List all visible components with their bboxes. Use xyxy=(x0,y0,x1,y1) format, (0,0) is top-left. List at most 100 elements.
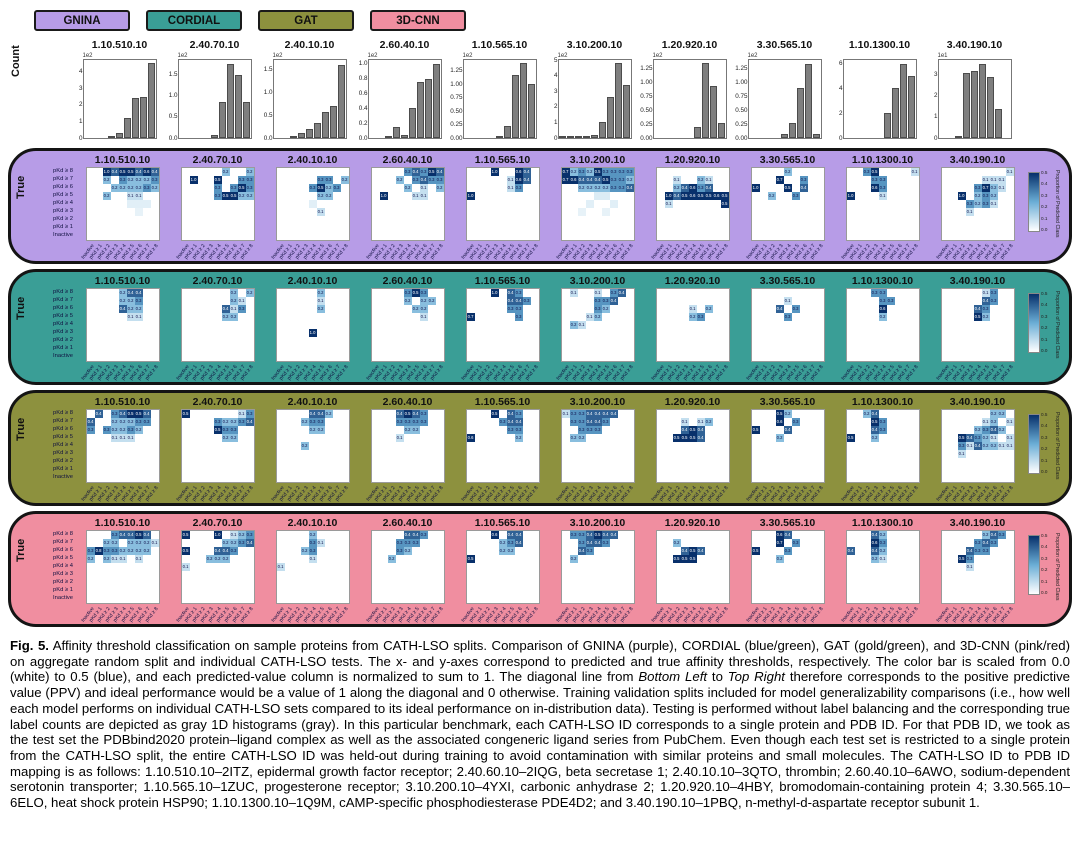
heatmap-cell xyxy=(523,474,531,482)
heatmap-cell xyxy=(372,168,380,176)
heatmap-cell xyxy=(230,224,238,232)
heatmap-cell xyxy=(657,426,665,434)
heatmap-cell xyxy=(285,426,293,434)
histogram-bar xyxy=(218,102,226,138)
heatmap-cell xyxy=(143,297,151,305)
heatmap-cell xyxy=(317,595,325,603)
heatmap-cell xyxy=(198,208,206,216)
heatmap-cell xyxy=(618,224,626,232)
heatmap-cell: 0.3 xyxy=(989,289,998,297)
heatmap-cell xyxy=(198,442,206,450)
histogram-bars xyxy=(274,60,346,138)
histogram-bar xyxy=(242,102,250,138)
heatmap-cell xyxy=(665,216,673,224)
heatmap-cell xyxy=(475,216,483,224)
heatmap-cell: 0.2 xyxy=(324,184,333,192)
heatmap-cell xyxy=(491,547,499,555)
heatmap-cell xyxy=(293,450,301,458)
heatmap-cell xyxy=(863,571,871,579)
heatmap-cell xyxy=(847,466,855,474)
heatmap-cell xyxy=(475,571,483,579)
heatmap-cell xyxy=(752,168,760,176)
heatmap-cell xyxy=(127,587,135,595)
heatmap-cell: 0.3 xyxy=(110,547,119,555)
heatmap-cell: 0.3 xyxy=(506,426,515,434)
heatmap-cell xyxy=(301,208,309,216)
heatmap-cell: 0.1 xyxy=(419,313,428,321)
heatmap-cell xyxy=(760,539,768,547)
heatmap-cell xyxy=(657,200,665,208)
heatmap-cell: 0.7 xyxy=(775,539,784,547)
heatmap-cell: 0.2 xyxy=(696,176,705,184)
heatmap-cell xyxy=(863,216,871,224)
heatmap-x-labels: Inactive pKd ≥ 1 pKd ≥ 2 pKd ≥ 3 pKd ≥ 4 pKd … xyxy=(745,242,825,267)
heatmap-cell xyxy=(238,555,246,563)
heatmap-cell xyxy=(792,289,800,297)
heatmap-cell xyxy=(665,224,673,232)
heatmap-cell xyxy=(301,466,309,474)
heatmap-cell xyxy=(895,321,903,329)
heatmap-cell: 1.0 xyxy=(751,184,760,192)
heatmap-cell xyxy=(325,579,333,587)
heatmap-cell xyxy=(982,232,990,240)
heatmap-cell xyxy=(721,426,729,434)
heatmap-cell xyxy=(475,184,483,192)
heatmap-cell xyxy=(475,353,483,361)
heatmap-cell xyxy=(135,434,143,442)
heatmap-cell xyxy=(467,531,475,539)
heatmap-cell xyxy=(333,426,341,434)
heatmap-cell xyxy=(879,458,887,466)
histogram-bar xyxy=(115,133,123,138)
histogram-bar xyxy=(614,63,622,138)
heatmap-panel: 3.40.190.10 0.1 0.1 0.1 0.1 0.3 0.7 0.2 0.1 1.0 0.… xyxy=(930,154,1025,267)
heatmap-cell xyxy=(317,442,325,450)
heatmap-cell xyxy=(942,200,950,208)
heatmap-cell xyxy=(111,353,119,361)
heatmap-cell xyxy=(895,176,903,184)
heatmap-cell xyxy=(214,200,222,208)
heatmap-cell: 0.4 xyxy=(142,410,151,418)
heatmap-cell xyxy=(499,410,507,418)
heatmap-cell xyxy=(467,176,475,184)
heatmap-cell xyxy=(246,216,254,224)
heatmap-cell xyxy=(863,563,871,571)
heatmap-cell xyxy=(578,297,586,305)
heatmap-cell: 0.2 xyxy=(110,426,119,434)
heatmap-cell xyxy=(562,297,570,305)
heatmap-cell xyxy=(808,539,816,547)
heatmap-cell xyxy=(665,345,673,353)
heatmap-cell xyxy=(325,458,333,466)
histogram-bar xyxy=(796,87,804,138)
heatmap-cell xyxy=(911,579,919,587)
histogram-bar xyxy=(321,111,329,138)
heatmap-cell xyxy=(206,458,214,466)
heatmap-cell xyxy=(855,450,863,458)
heatmap-cell xyxy=(665,168,673,176)
heatmap-cell: 0.4 xyxy=(245,539,254,547)
heatmap-cell xyxy=(610,442,618,450)
colorbar-gradient xyxy=(1028,535,1040,595)
heatmap-cell xyxy=(325,305,333,313)
heatmap-cell xyxy=(119,329,127,337)
heatmap-cell xyxy=(602,321,610,329)
heatmap-cell xyxy=(887,595,895,603)
heatmap-cell xyxy=(325,442,333,450)
heatmap-cell xyxy=(103,184,111,192)
heatmap-cell xyxy=(95,571,103,579)
figure-5: GNINA CORDIAL GAT 3D-CNN Count 1.10.510.10 1e… xyxy=(8,10,1072,810)
heatmap-cell xyxy=(958,547,966,555)
heatmap-cell xyxy=(491,353,499,361)
heatmap-cell xyxy=(388,410,396,418)
heatmap-cell xyxy=(206,434,214,442)
heatmap-cell xyxy=(87,168,95,176)
heatmap-cell xyxy=(594,450,602,458)
y-tick-label: pKd ≥ 5 xyxy=(53,555,73,561)
histogram-plot: 1e2 1.5 1.0 0.5 0.0 xyxy=(264,53,347,142)
heatmap-cell xyxy=(325,587,333,595)
heatmap-cell: 0.3 xyxy=(878,176,887,184)
heatmap-cell xyxy=(578,313,586,321)
heatmap-cell xyxy=(863,466,871,474)
heatmap-cell xyxy=(372,555,380,563)
heatmap-x-labels: Inactive pKd ≥ 1 pKd ≥ 2 pKd ≥ 3 pKd ≥ 4 pKd … xyxy=(650,363,730,388)
heatmap-cell xyxy=(562,426,570,434)
